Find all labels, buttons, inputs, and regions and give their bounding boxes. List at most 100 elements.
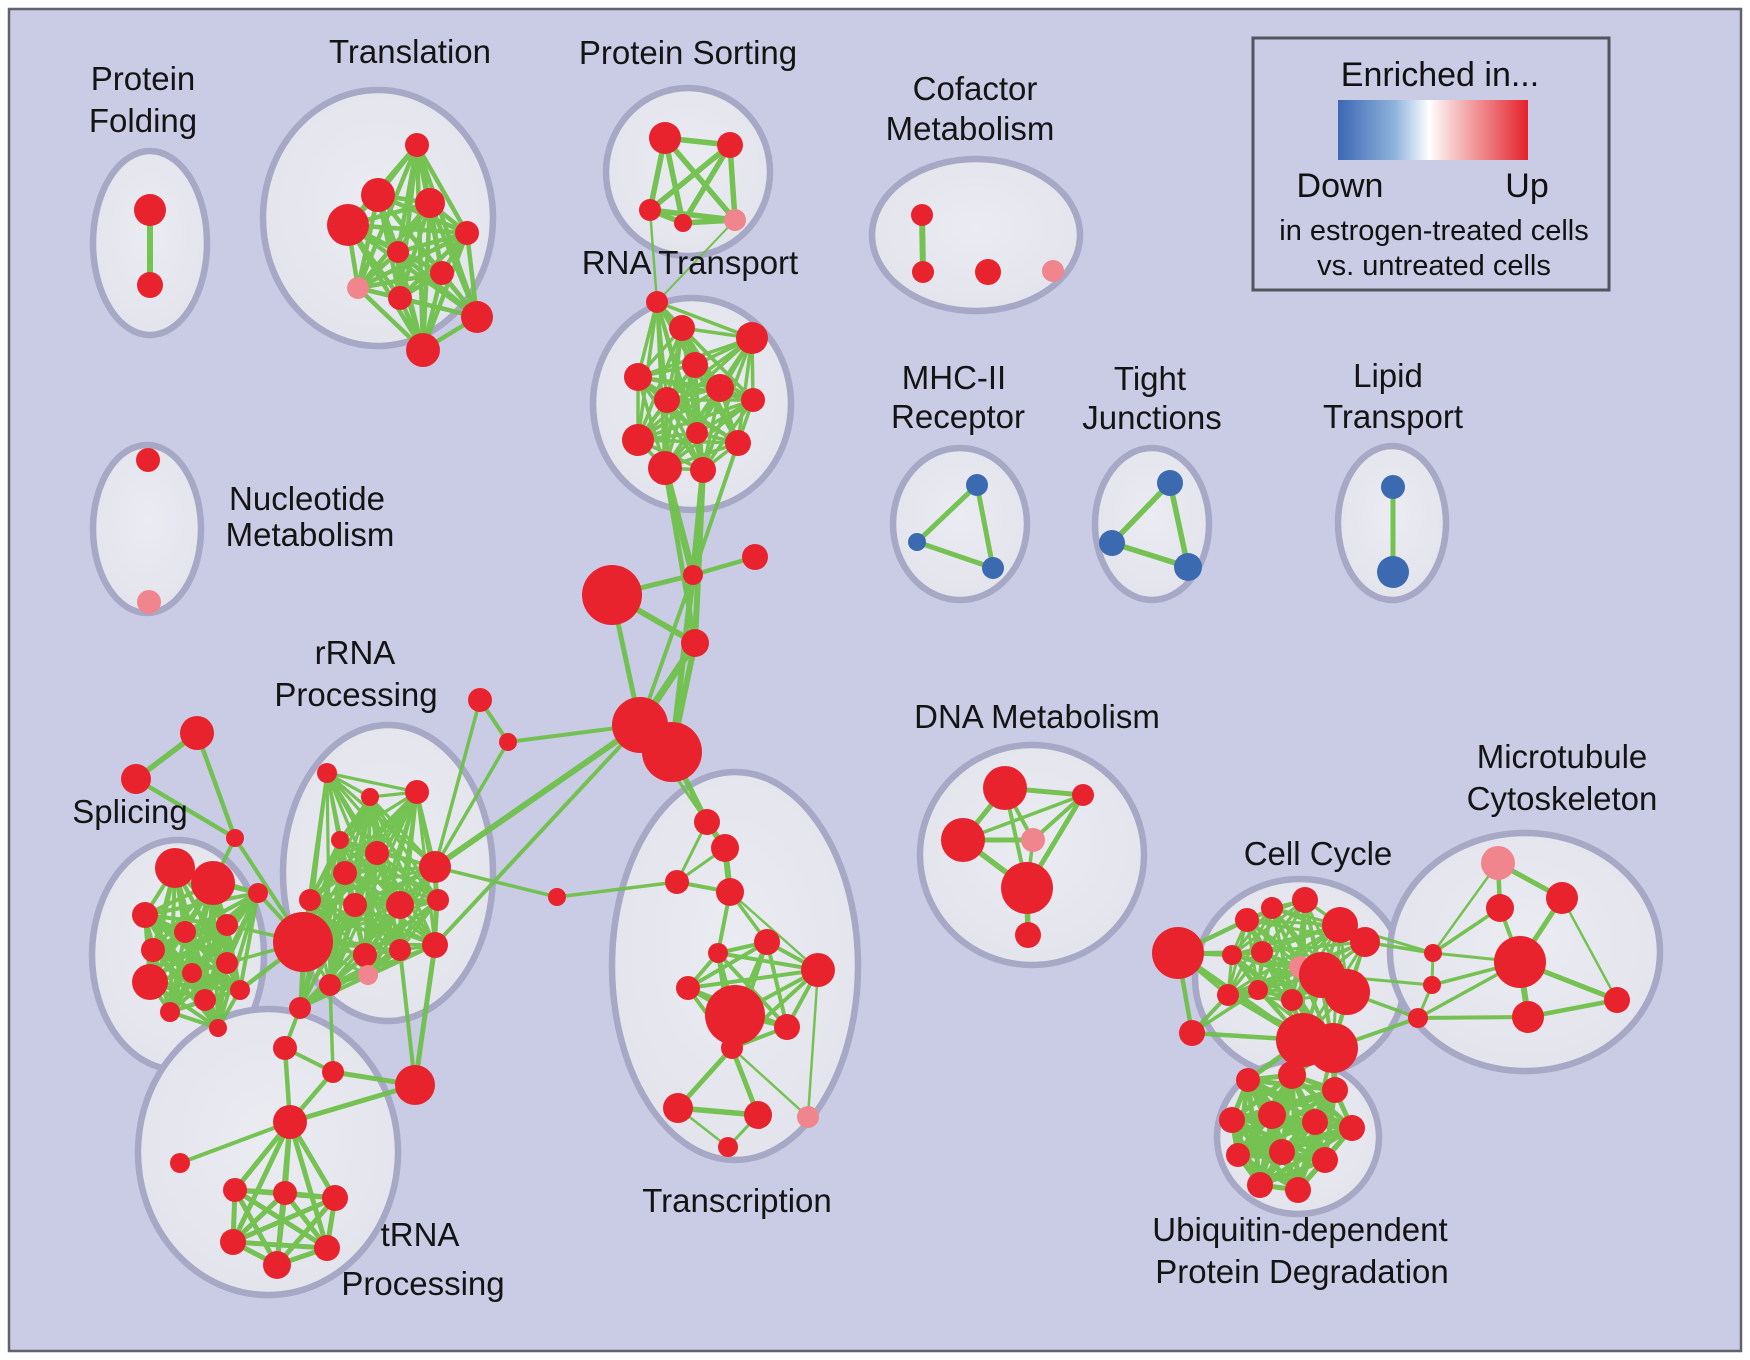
node-sp6 (248, 883, 268, 903)
node-cc6 (1222, 945, 1242, 965)
edge (1109, 480, 1173, 546)
edge (914, 482, 980, 545)
edge (325, 771, 419, 794)
node-ps1 (649, 122, 681, 154)
edge (636, 375, 705, 472)
edge (701, 336, 754, 472)
node-link1 (1424, 944, 1442, 962)
edge (143, 891, 260, 917)
edge (398, 790, 419, 952)
edge (686, 968, 820, 990)
node-ch3 (582, 565, 642, 625)
node-cc7 (1251, 941, 1273, 963)
cluster-protein-sorting (602, 84, 774, 260)
cluster-label-cell-cycle: Cell Cycle (1244, 835, 1393, 872)
node-tr4 (327, 204, 369, 246)
node-mt_hub (1494, 936, 1546, 988)
node-cc15 (1308, 1023, 1358, 1073)
edge (1167, 480, 1191, 570)
node-tj3 (1174, 553, 1202, 581)
node-tx12 (663, 1093, 693, 1123)
edge (427, 200, 480, 320)
node-tr8p (347, 277, 369, 299)
node-rr4 (331, 831, 349, 849)
edge (433, 865, 559, 899)
edge (555, 880, 679, 899)
node-lp2 (1377, 556, 1409, 588)
edge (230, 1195, 338, 1245)
edge (353, 903, 437, 947)
node-rt6 (706, 374, 734, 402)
node-sp9 (216, 952, 238, 974)
node-nh1 (499, 733, 517, 751)
node-tx6 (754, 929, 780, 955)
node-rt2 (736, 322, 768, 354)
legend-box: Enriched in... Down Up in estrogen-treat… (1251, 36, 1611, 292)
edge (433, 698, 482, 869)
node-tx1 (694, 809, 720, 835)
node-cc_bl (1179, 1020, 1205, 1046)
cluster-label-mhc-ii-receptor: MHC-II (902, 359, 1006, 396)
node-tx13 (744, 1101, 772, 1129)
node-rt4 (624, 363, 652, 391)
cluster-label-microtubule-cytoskeleton: Microtubule (1477, 738, 1648, 775)
node-tr1 (405, 133, 429, 157)
edge (151, 948, 229, 965)
node-sp8 (182, 963, 202, 983)
node-tr3 (415, 188, 445, 218)
edge (412, 942, 438, 1088)
network-nodes (121, 122, 1630, 1279)
edge (636, 326, 684, 442)
edge (345, 222, 426, 353)
cluster-label-transcription: Transcription (642, 1182, 832, 1219)
node-tx11 (721, 1037, 743, 1059)
node-tn2 (273, 1181, 297, 1205)
edge (375, 851, 440, 902)
node-sp3 (132, 902, 158, 928)
node-sp10 (132, 964, 168, 1000)
node-ch4 (681, 629, 709, 657)
node-dn1 (983, 766, 1027, 810)
edge (232, 1187, 280, 1268)
legend-subtitle-line2: vs. untreated cells (1317, 250, 1551, 282)
legend-subtitle-line1: in estrogen-treated cells (1279, 215, 1589, 247)
edge (914, 539, 996, 571)
node-pf2 (137, 272, 163, 298)
cluster-label-rrna-processing: Processing (274, 676, 437, 713)
node-cf2 (912, 261, 934, 283)
cluster-labels: Protein Folding Translation Protein Sorting… (72, 33, 1657, 1302)
node-tr2 (361, 178, 395, 212)
node-tx9 (705, 985, 765, 1045)
node-rt0 (646, 291, 668, 313)
node-rr7 (419, 851, 451, 883)
node-ub4 (1219, 1107, 1245, 1133)
node-ch2 (742, 544, 768, 570)
edge (691, 441, 740, 577)
node-dn5 (1001, 862, 1053, 914)
edge (656, 219, 736, 303)
edge (636, 386, 722, 442)
cluster-label-trna-processing: tRNA (381, 1216, 460, 1253)
node-tx4 (716, 878, 744, 906)
node-mt5 (1512, 1001, 1544, 1033)
edge (433, 723, 642, 947)
node-cc_big (1152, 927, 1204, 979)
cluster-label-tight-junctions: Tight (1114, 360, 1186, 397)
edge (728, 890, 820, 972)
node-tj1 (1157, 470, 1183, 496)
node-sp11 (194, 989, 216, 1011)
cluster-label-mhc-ii-receptor: Receptor (891, 398, 1025, 435)
node-tn5 (314, 1235, 340, 1261)
node-ps4 (674, 214, 692, 232)
node-tr11 (406, 333, 440, 367)
edge (328, 983, 335, 1074)
cluster-label-microtubule-cytoskeleton: Cytoskeleton (1467, 780, 1658, 817)
edge (806, 968, 820, 1119)
node-ub11 (1247, 1172, 1273, 1198)
node-cc10 (1324, 969, 1370, 1015)
edge (338, 790, 419, 842)
edge (151, 891, 260, 952)
edge (648, 208, 659, 304)
cluster-label-splicing: Splicing (72, 793, 188, 830)
